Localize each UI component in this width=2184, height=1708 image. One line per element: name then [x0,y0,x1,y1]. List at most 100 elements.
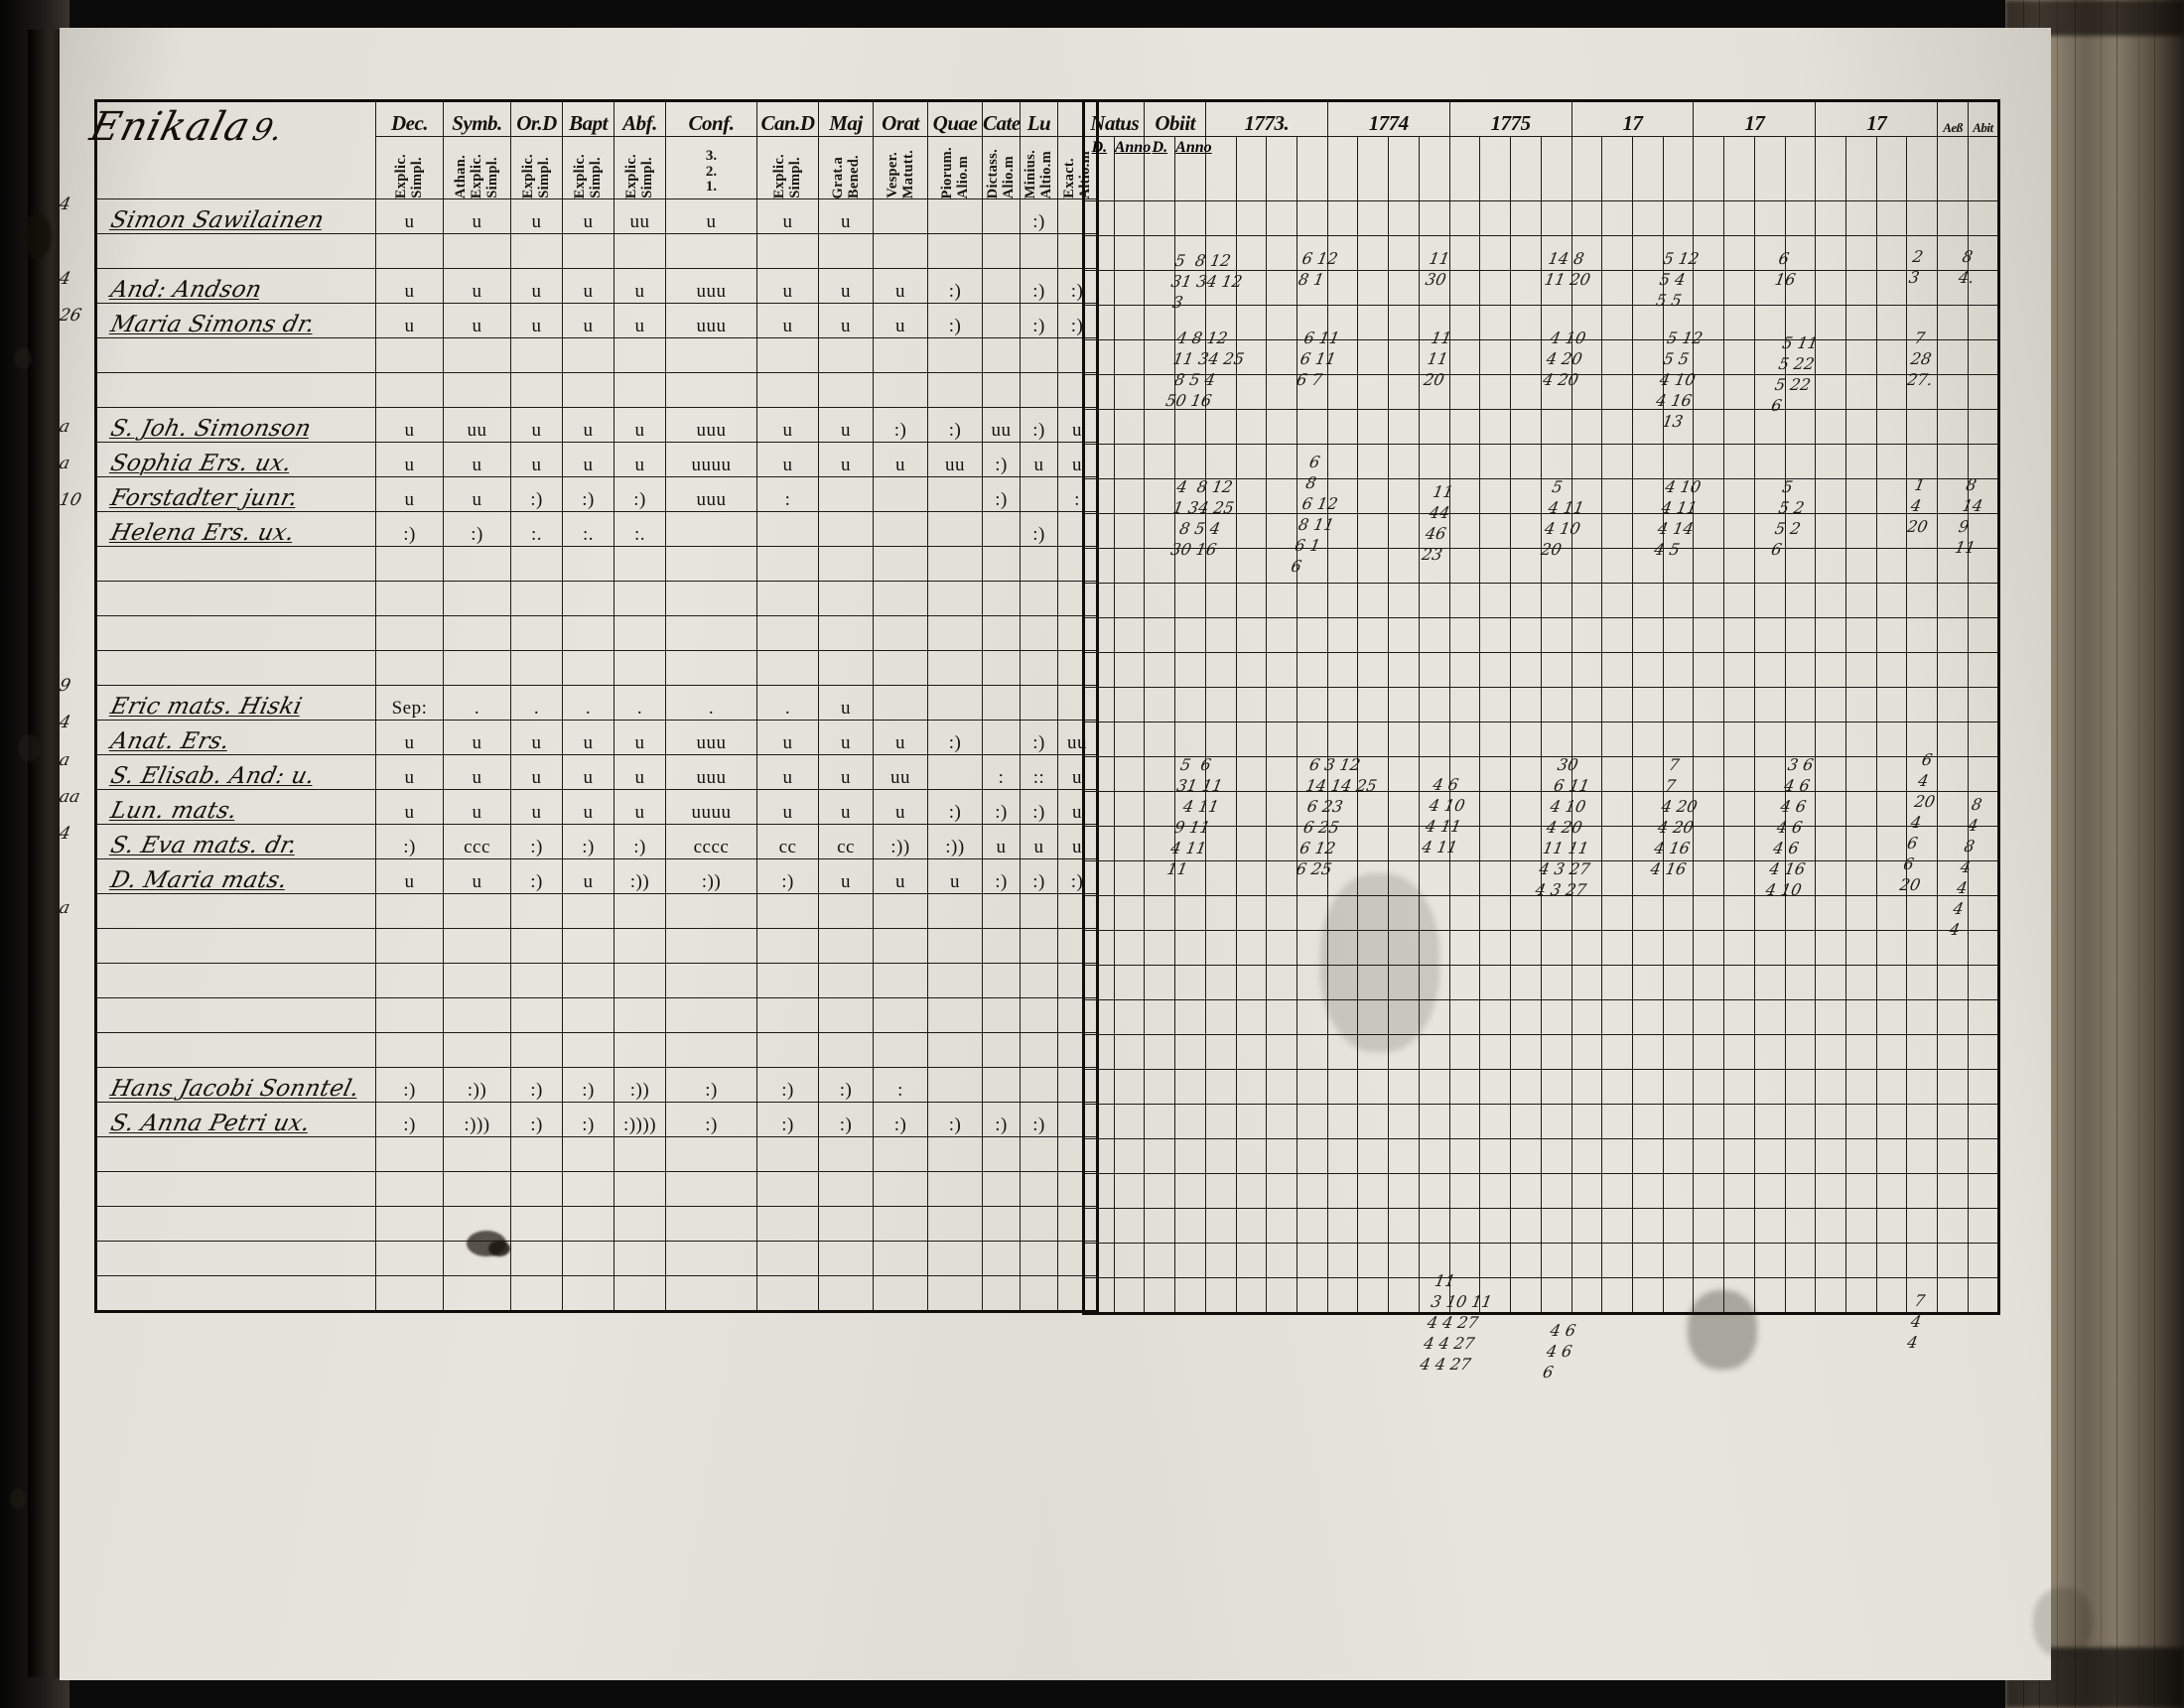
register-cell [1266,860,1298,896]
register-cell [1113,200,1146,236]
attendance-mark-cell: u [927,858,983,894]
attendance-mark-cell [756,233,819,269]
attendance-mark-cell [756,511,819,547]
register-cell [1357,930,1390,966]
attendance-mark-cell [614,1241,666,1276]
register-cell [1540,305,1572,340]
register-cell [1113,235,1146,271]
register-cell [1174,791,1206,827]
attendance-mark-cell: :) [562,1067,614,1103]
register-cell [1784,200,1817,236]
register-cell [1113,548,1146,584]
register-cell [1662,895,1695,931]
attendance-mark-cell [982,546,1021,582]
register-cell [1723,826,1755,861]
register-cell [1540,965,1572,1000]
register-cell [1693,722,1725,757]
attendance-mark-cell: u [873,268,928,304]
attendance-mark-cell: u [818,268,874,304]
register-cell [1723,895,1755,931]
register-cell [1631,1208,1664,1244]
register-cell [1875,1104,1908,1139]
register-cell [1113,305,1146,340]
attendance-mark-cell: u [818,789,874,825]
register-cell [1388,513,1420,549]
register-cell [1083,1069,1115,1105]
register-cell [1540,687,1572,723]
subheader-text: Explic. [469,153,485,198]
register-cell [1357,374,1390,410]
register-cell [1418,270,1450,306]
register-cell [1388,1069,1420,1105]
register-cell [1815,409,1846,445]
attendance-mark-cell [510,997,563,1033]
register-cell [1601,860,1633,896]
attendance-mark-cell [665,997,757,1033]
register-cell [1357,339,1390,375]
register-cell [1479,513,1512,549]
person-name: S. Eva mats. dr. [107,833,300,858]
register-cell [1174,617,1206,653]
register-cell [1113,478,1146,514]
table-row [95,1206,1098,1242]
table-row [1083,444,2000,479]
register-cell [1693,930,1725,966]
register-cell [1418,374,1450,410]
attendance-mark-cell: u [1020,824,1058,859]
year-subheader-7-2 [1875,136,1908,201]
attendance-mark-cell [665,1206,757,1242]
register-cell [1174,930,1206,966]
person-name-cell [95,581,376,616]
register-cell [1418,617,1450,653]
register-cell [1937,583,1969,618]
register-cell [1144,1069,1176,1105]
register-cell [1844,1034,1877,1070]
row-index-marginal: 10 [57,490,83,511]
table-row [1083,270,2000,306]
register-cell [1448,339,1481,375]
attendance-mark-cell: uuuu [665,789,757,825]
attendance-mark-cell: u [818,442,874,477]
register-cell [1631,200,1664,236]
register-cell [1083,652,1115,688]
register-cell [1601,1208,1633,1244]
register-cell [1388,409,1420,445]
person-name: S. Anna Petri ux. [107,1111,313,1136]
register-cell [1570,583,1603,618]
attendance-mark-cell [562,233,614,269]
table-row: Lun. mats. u u u u u uuuu u u u:):):) u [95,789,1098,825]
attendance-mark-cell: u [562,754,614,790]
register-cell [1083,791,1115,827]
register-cell [1875,999,1908,1035]
register-cell [1357,583,1390,618]
register-cell [1784,791,1817,827]
attendance-mark-cell [443,1171,511,1207]
register-cell [1204,1034,1237,1070]
page-title-sub: 9. [249,113,287,148]
attendance-mark-cell [1020,581,1058,616]
attendance-mark-cell: u [375,789,444,825]
attendance-mark-cell: :) [982,1102,1021,1137]
attendance-mark-cell [818,1136,874,1172]
register-cell [1967,1243,2000,1278]
attendance-mark-cell: :) [375,511,444,547]
register-cell [1418,965,1450,1000]
register-cell [1844,200,1877,236]
register-cell [1083,305,1115,340]
attendance-mark-cell: u [375,720,444,755]
attendance-mark-cell [375,1275,444,1312]
year-subheader-5-0 [1570,136,1603,201]
register-cell [1967,1277,2000,1314]
register-cell [1540,1277,1572,1314]
register-cell [1967,305,2000,340]
register-cell [1937,1277,1969,1314]
register-cell [1357,617,1390,653]
attendance-mark-cell [982,198,1021,234]
attendance-mark-cell [982,1241,1021,1276]
register-cell [1906,444,1939,479]
attendance-mark-cell: u [562,858,614,894]
attendance-mark-cell [510,1171,563,1207]
register-cell [1784,1034,1817,1070]
register-cell [1601,895,1633,931]
register-cell [1510,305,1542,340]
